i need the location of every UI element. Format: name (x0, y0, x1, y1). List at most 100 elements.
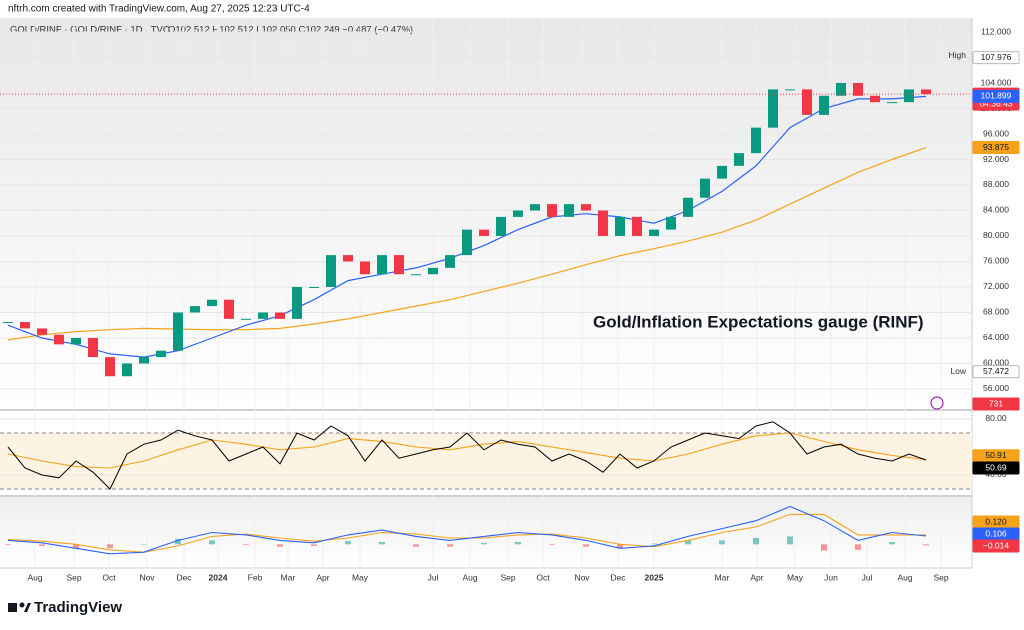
histogram-bar (277, 544, 283, 547)
time-label: Dec (176, 572, 192, 582)
time-label: Oct (536, 572, 550, 582)
candle (394, 255, 404, 275)
candle (547, 204, 557, 217)
price-tag-label: 0.106 (985, 528, 1007, 538)
time-label: Jul (862, 572, 873, 582)
candle (292, 286, 302, 319)
symbol: GOLD/RINF · GOLD/RINF · 1D · TVC (10, 25, 170, 36)
y-tick-label: 72.000 (983, 281, 1009, 291)
alert-icon (930, 396, 944, 410)
price-tag-label: 50.69 (985, 462, 1007, 472)
y-tick-label: 68.000 (983, 307, 1009, 317)
candle (360, 261, 370, 275)
candle (105, 357, 115, 377)
candle (139, 357, 149, 364)
price-tag-label: 101.899 (981, 91, 1012, 101)
histogram-bar (821, 544, 827, 551)
price-tag-label: 0.120 (985, 516, 1007, 526)
histogram-bar (855, 544, 861, 550)
candle (717, 165, 727, 179)
time-label: Feb (248, 572, 263, 582)
y-tick-label: 88.000 (983, 179, 1009, 189)
candle (122, 363, 132, 377)
price-tag-label: 93.875 (983, 142, 1009, 152)
candle (156, 350, 166, 358)
rsi-ma (7, 432, 927, 469)
y-tick-label: 104.000 (981, 77, 1012, 87)
candle (700, 178, 710, 198)
candle (445, 255, 455, 268)
low-label: Low (950, 366, 966, 376)
histogram-bar (515, 541, 521, 545)
macd-line (7, 505, 927, 555)
price-tag-label: 107.976 (981, 52, 1012, 62)
y-tick-label: 76.000 (983, 256, 1009, 266)
high-label: High (949, 50, 967, 60)
candle (632, 216, 642, 236)
candle (207, 299, 217, 307)
price-tag-label: 50.91 (985, 450, 1007, 460)
histogram-bar (787, 536, 793, 545)
y-tick-label: 64.000 (983, 332, 1009, 342)
brand: TradingView (34, 599, 122, 616)
time-label: Sep (66, 572, 81, 582)
candle (921, 89, 931, 95)
histogram-bar (243, 544, 249, 546)
histogram-bar (549, 544, 555, 546)
candle (496, 216, 506, 236)
histogram-bar (39, 544, 45, 546)
y-tick-label: 96.000 (983, 128, 1009, 138)
candle (615, 216, 625, 236)
ma-slow (7, 147, 927, 341)
histogram-bar (923, 544, 929, 546)
time-label: Jul (428, 572, 439, 582)
histogram-bar (481, 542, 487, 545)
y-tick-label: 112.000 (981, 26, 1011, 36)
candle (190, 306, 200, 313)
candle (581, 204, 591, 211)
candle (853, 83, 863, 96)
candle (88, 337, 98, 358)
time-label: Mar (281, 572, 296, 582)
time-label: Apr (316, 572, 329, 582)
candle (428, 267, 438, 275)
y-tick-label: 92.000 (983, 154, 1009, 164)
price-tag-label: −0.014 (983, 540, 1010, 550)
time-label: Aug (27, 572, 42, 582)
y-tick-label: 84.000 (983, 205, 1009, 215)
logo (8, 602, 31, 612)
candle (71, 337, 81, 345)
histogram-bar (175, 538, 181, 545)
price-tag (972, 89, 1020, 103)
rsi-band (0, 432, 972, 489)
price-panel (0, 18, 972, 410)
ohlc: O102.512 H102.512 L102.050 C102.249 −0.4… (168, 25, 413, 36)
candle (411, 274, 421, 276)
time-label: Sep (933, 572, 948, 582)
histogram-bar (379, 541, 385, 545)
candle (37, 328, 47, 335)
candle (666, 216, 676, 230)
time-label: Sep (500, 572, 515, 582)
histogram-bar (583, 544, 589, 547)
candle (462, 229, 472, 256)
candle (530, 204, 540, 211)
histogram-bar (617, 544, 623, 549)
histogram-bar (107, 544, 113, 549)
time-label: May (352, 572, 369, 582)
candle (3, 322, 13, 324)
price-tag (972, 397, 1020, 411)
histogram-bar (889, 541, 895, 545)
time-label: May (787, 572, 804, 582)
candle (377, 255, 387, 275)
histogram-bar (5, 544, 11, 546)
rsi (7, 421, 927, 490)
price-tag (972, 51, 1020, 65)
time-label: Nov (139, 572, 155, 582)
time-label: Apr (750, 572, 763, 582)
candle (768, 89, 778, 128)
candle (479, 229, 489, 236)
candle (513, 210, 523, 217)
